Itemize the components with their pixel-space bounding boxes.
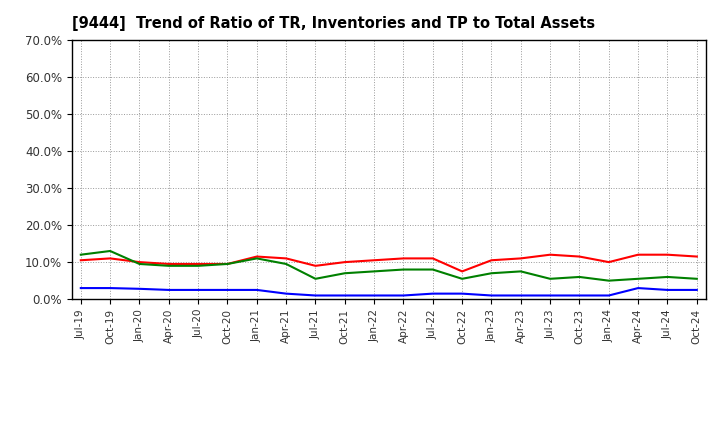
- Inventories: [634, 286, 642, 291]
- Trade Receivables: [399, 256, 408, 261]
- Inventories: [106, 286, 114, 291]
- Trade Payables: [605, 278, 613, 283]
- Trade Receivables: [693, 254, 701, 259]
- Line: Inventories: Inventories: [81, 288, 697, 296]
- Trade Payables: [194, 263, 202, 268]
- Trade Receivables: [135, 260, 144, 265]
- Trade Receivables: [605, 260, 613, 265]
- Inventories: [282, 291, 290, 296]
- Trade Receivables: [516, 256, 525, 261]
- Trade Payables: [663, 274, 672, 279]
- Inventories: [135, 286, 144, 291]
- Trade Receivables: [76, 258, 85, 263]
- Inventories: [663, 287, 672, 293]
- Inventories: [693, 287, 701, 293]
- Inventories: [341, 293, 349, 298]
- Trade Receivables: [282, 256, 290, 261]
- Trade Payables: [311, 276, 320, 282]
- Trade Receivables: [164, 261, 173, 267]
- Inventories: [605, 293, 613, 298]
- Line: Trade Receivables: Trade Receivables: [81, 255, 697, 271]
- Trade Receivables: [106, 256, 114, 261]
- Trade Payables: [106, 248, 114, 253]
- Trade Receivables: [546, 252, 554, 257]
- Inventories: [253, 287, 261, 293]
- Trade Receivables: [253, 254, 261, 259]
- Trade Receivables: [311, 263, 320, 268]
- Trade Payables: [341, 271, 349, 276]
- Trade Receivables: [487, 258, 496, 263]
- Inventories: [428, 291, 437, 296]
- Inventories: [223, 287, 232, 293]
- Text: [9444]  Trend of Ratio of TR, Inventories and TP to Total Assets: [9444] Trend of Ratio of TR, Inventories…: [72, 16, 595, 32]
- Trade Receivables: [194, 261, 202, 267]
- Trade Payables: [546, 276, 554, 282]
- Trade Payables: [575, 274, 584, 279]
- Trade Payables: [223, 261, 232, 267]
- Trade Payables: [428, 267, 437, 272]
- Inventories: [194, 287, 202, 293]
- Inventories: [399, 293, 408, 298]
- Trade Receivables: [575, 254, 584, 259]
- Trade Payables: [164, 263, 173, 268]
- Trade Receivables: [634, 252, 642, 257]
- Trade Payables: [516, 269, 525, 274]
- Inventories: [516, 293, 525, 298]
- Inventories: [575, 293, 584, 298]
- Trade Payables: [634, 276, 642, 282]
- Trade Payables: [282, 261, 290, 267]
- Trade Receivables: [223, 261, 232, 267]
- Line: Trade Payables: Trade Payables: [81, 251, 697, 281]
- Inventories: [76, 286, 85, 291]
- Inventories: [458, 291, 467, 296]
- Trade Payables: [693, 276, 701, 282]
- Trade Receivables: [341, 260, 349, 265]
- Inventories: [311, 293, 320, 298]
- Inventories: [164, 287, 173, 293]
- Trade Payables: [76, 252, 85, 257]
- Trade Payables: [253, 256, 261, 261]
- Inventories: [370, 293, 379, 298]
- Trade Receivables: [428, 256, 437, 261]
- Trade Receivables: [370, 258, 379, 263]
- Trade Payables: [135, 261, 144, 267]
- Inventories: [487, 293, 496, 298]
- Trade Payables: [487, 271, 496, 276]
- Trade Payables: [458, 276, 467, 282]
- Inventories: [546, 293, 554, 298]
- Trade Payables: [399, 267, 408, 272]
- Trade Receivables: [458, 269, 467, 274]
- Trade Receivables: [663, 252, 672, 257]
- Trade Payables: [370, 269, 379, 274]
